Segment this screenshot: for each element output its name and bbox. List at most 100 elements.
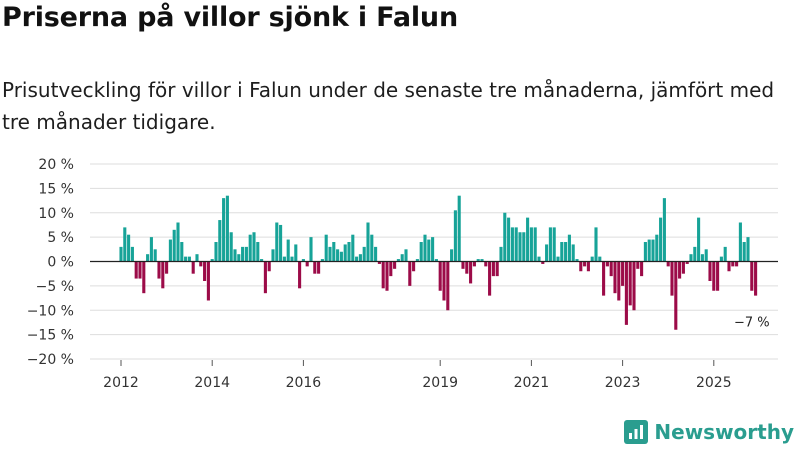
bar xyxy=(484,261,488,267)
bar xyxy=(503,212,507,262)
latest-value-label: −7 % xyxy=(734,316,770,331)
newsworthy-logo-text: Newsworthy xyxy=(654,420,794,444)
bar xyxy=(176,222,180,262)
bar xyxy=(716,261,720,291)
bar-chart: 20 % 15 % 10 % 5 % 0 % −5 % −10 % −15 % −20 % 201… xyxy=(27,157,778,391)
bar xyxy=(237,254,241,262)
bar xyxy=(594,227,598,262)
bar xyxy=(609,261,613,277)
bar xyxy=(754,261,758,296)
bar xyxy=(161,261,165,289)
x-tick-label: 2021 xyxy=(514,375,550,391)
bar xyxy=(541,261,545,264)
chart-subtitle: Prisutveckling för villor i Falun under … xyxy=(2,78,775,134)
bar xyxy=(526,217,530,262)
bar xyxy=(510,227,514,262)
bar xyxy=(263,261,267,294)
y-tick-label: −10 % xyxy=(27,303,74,319)
bar xyxy=(404,249,408,262)
bar xyxy=(134,261,138,279)
bar xyxy=(583,261,587,267)
bar xyxy=(290,256,294,262)
y-tick-label: −15 % xyxy=(27,328,74,344)
bar xyxy=(480,259,484,262)
bar xyxy=(624,261,628,325)
bar xyxy=(750,261,754,291)
bar xyxy=(195,254,199,262)
bar xyxy=(191,261,195,274)
bar xyxy=(427,239,431,262)
bar xyxy=(339,251,343,262)
bar xyxy=(548,227,552,262)
y-tick-label: 15 % xyxy=(38,181,74,197)
bar xyxy=(256,242,260,262)
bar xyxy=(602,261,606,296)
bar xyxy=(119,246,123,262)
bar xyxy=(324,234,328,262)
bar xyxy=(222,198,226,262)
bar xyxy=(142,261,146,294)
bar xyxy=(738,222,742,262)
newsworthy-logo-icon xyxy=(624,420,649,444)
y-tick-label: 10 % xyxy=(38,206,74,222)
bar xyxy=(157,261,161,279)
bar xyxy=(678,261,682,279)
bar xyxy=(149,237,153,262)
y-tick-label: 20 % xyxy=(38,157,74,173)
bar xyxy=(681,261,685,274)
bar xyxy=(203,261,207,281)
bar xyxy=(282,256,286,262)
bar xyxy=(450,249,454,262)
bar xyxy=(495,261,499,277)
bar xyxy=(636,261,640,269)
bar xyxy=(434,259,438,262)
bar xyxy=(317,261,321,274)
newsworthy-logo[interactable]: Newsworthy xyxy=(624,420,794,444)
bar xyxy=(431,237,435,262)
bar xyxy=(180,242,184,262)
bar xyxy=(472,261,476,267)
bar xyxy=(651,239,655,262)
bar xyxy=(275,222,279,262)
bar xyxy=(298,261,302,289)
bar xyxy=(355,256,359,262)
bar xyxy=(643,242,647,262)
x-tick-label: 2014 xyxy=(194,375,230,391)
bar xyxy=(518,232,522,262)
bar xyxy=(347,242,351,262)
bar xyxy=(579,261,583,272)
bar xyxy=(567,234,571,262)
bar xyxy=(400,254,404,262)
bar xyxy=(735,261,739,267)
bar xyxy=(476,259,480,262)
bar xyxy=(168,239,172,262)
bar xyxy=(704,249,708,262)
bar xyxy=(659,217,663,262)
bar xyxy=(674,261,678,330)
bar xyxy=(127,234,131,262)
bar xyxy=(442,261,446,301)
bar xyxy=(457,195,461,262)
chart-title: Priserna på villor sjönk i Falun xyxy=(2,2,458,33)
bar xyxy=(700,254,704,262)
bar xyxy=(252,232,256,262)
x-tick-label: 2016 xyxy=(286,375,322,391)
bar xyxy=(613,261,617,294)
bar xyxy=(366,222,370,262)
bar xyxy=(628,261,632,306)
bar xyxy=(377,261,381,264)
bar xyxy=(662,198,666,262)
bar xyxy=(742,242,746,262)
bar xyxy=(446,261,450,311)
bar xyxy=(537,256,541,262)
y-tick-label: −5 % xyxy=(36,279,74,295)
bar xyxy=(556,256,560,262)
bar xyxy=(267,261,271,272)
bar xyxy=(328,246,332,262)
bar xyxy=(415,259,419,262)
bar xyxy=(453,210,457,262)
bar xyxy=(241,246,245,262)
bar xyxy=(723,246,727,262)
bar xyxy=(332,242,336,262)
bar xyxy=(305,261,309,267)
